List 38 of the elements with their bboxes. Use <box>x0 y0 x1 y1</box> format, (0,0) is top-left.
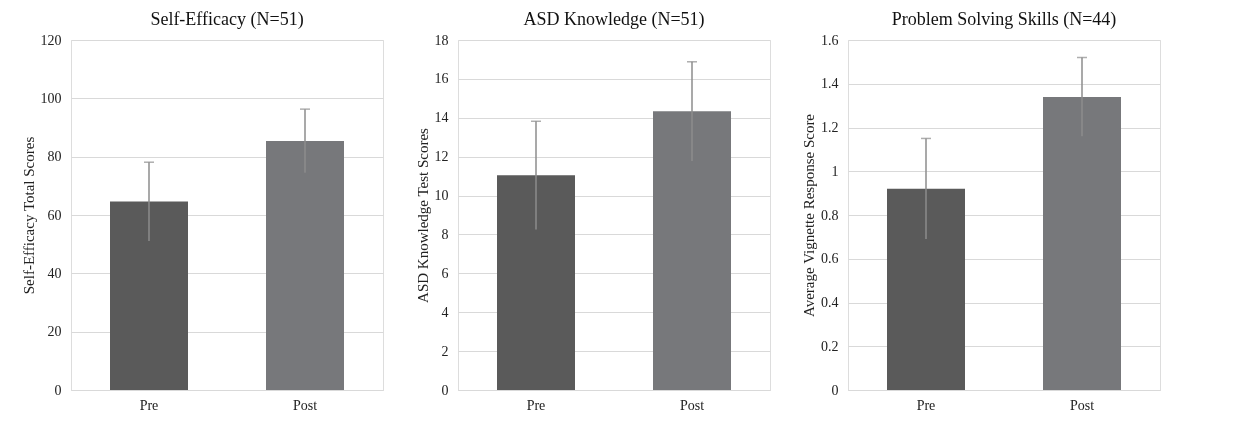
y-tick-label: 120 <box>40 32 62 48</box>
y-tick-label: 100 <box>40 90 62 106</box>
y-tick-label: 1.6 <box>821 32 839 48</box>
y-tick-label: 8 <box>441 226 449 242</box>
y-tick-label: 20 <box>47 324 62 340</box>
x-tick-label: Pre <box>916 397 936 413</box>
y-tick-label: 18 <box>434 32 449 48</box>
y-tick-label: 40 <box>47 265 62 281</box>
chart-title: ASD Knowledge (N=51) <box>523 9 705 30</box>
y-tick-label: 0 <box>831 382 839 398</box>
y-tick-label: 12 <box>434 149 449 165</box>
y-axis-title: Average Vignette Response Score <box>801 113 817 318</box>
y-tick-label: 1.2 <box>821 120 839 135</box>
y-tick-label: 0.4 <box>821 295 839 310</box>
x-tick-label: Pre <box>139 397 159 413</box>
y-tick-label: 16 <box>434 71 449 87</box>
y-tick-label: 60 <box>47 207 62 223</box>
y-tick-label: 80 <box>47 149 62 165</box>
y-tick-label: 0 <box>441 382 449 398</box>
y-axis-title: Self-Efficacy Total Scores <box>20 136 37 295</box>
y-tick-label: 2 <box>441 343 449 359</box>
x-tick-label: Post <box>1069 397 1095 413</box>
y-tick-label: 14 <box>434 110 449 126</box>
x-tick-label: Pre <box>526 397 546 413</box>
y-tick-label: 0.8 <box>821 207 839 223</box>
y-tick-label: 0 <box>54 382 62 398</box>
y-tick-label: 1.4 <box>821 76 839 92</box>
y-axis-title: ASD Knowledge Test Scores <box>414 127 431 303</box>
x-tick-label: Post <box>292 397 318 413</box>
y-tick-label: 6 <box>441 265 449 281</box>
y-tick-label: 4 <box>441 304 449 320</box>
y-tick-label: 0.2 <box>821 338 839 354</box>
y-tick-label: 10 <box>434 188 449 204</box>
y-tick-label: 0.6 <box>821 251 839 267</box>
chart-title: Self-Efficacy (N=51) <box>150 9 304 30</box>
chart-title: Problem Solving Skills (N=44) <box>891 9 1117 30</box>
y-tick-label: 1 <box>831 163 839 179</box>
x-tick-label: Post <box>679 397 705 413</box>
